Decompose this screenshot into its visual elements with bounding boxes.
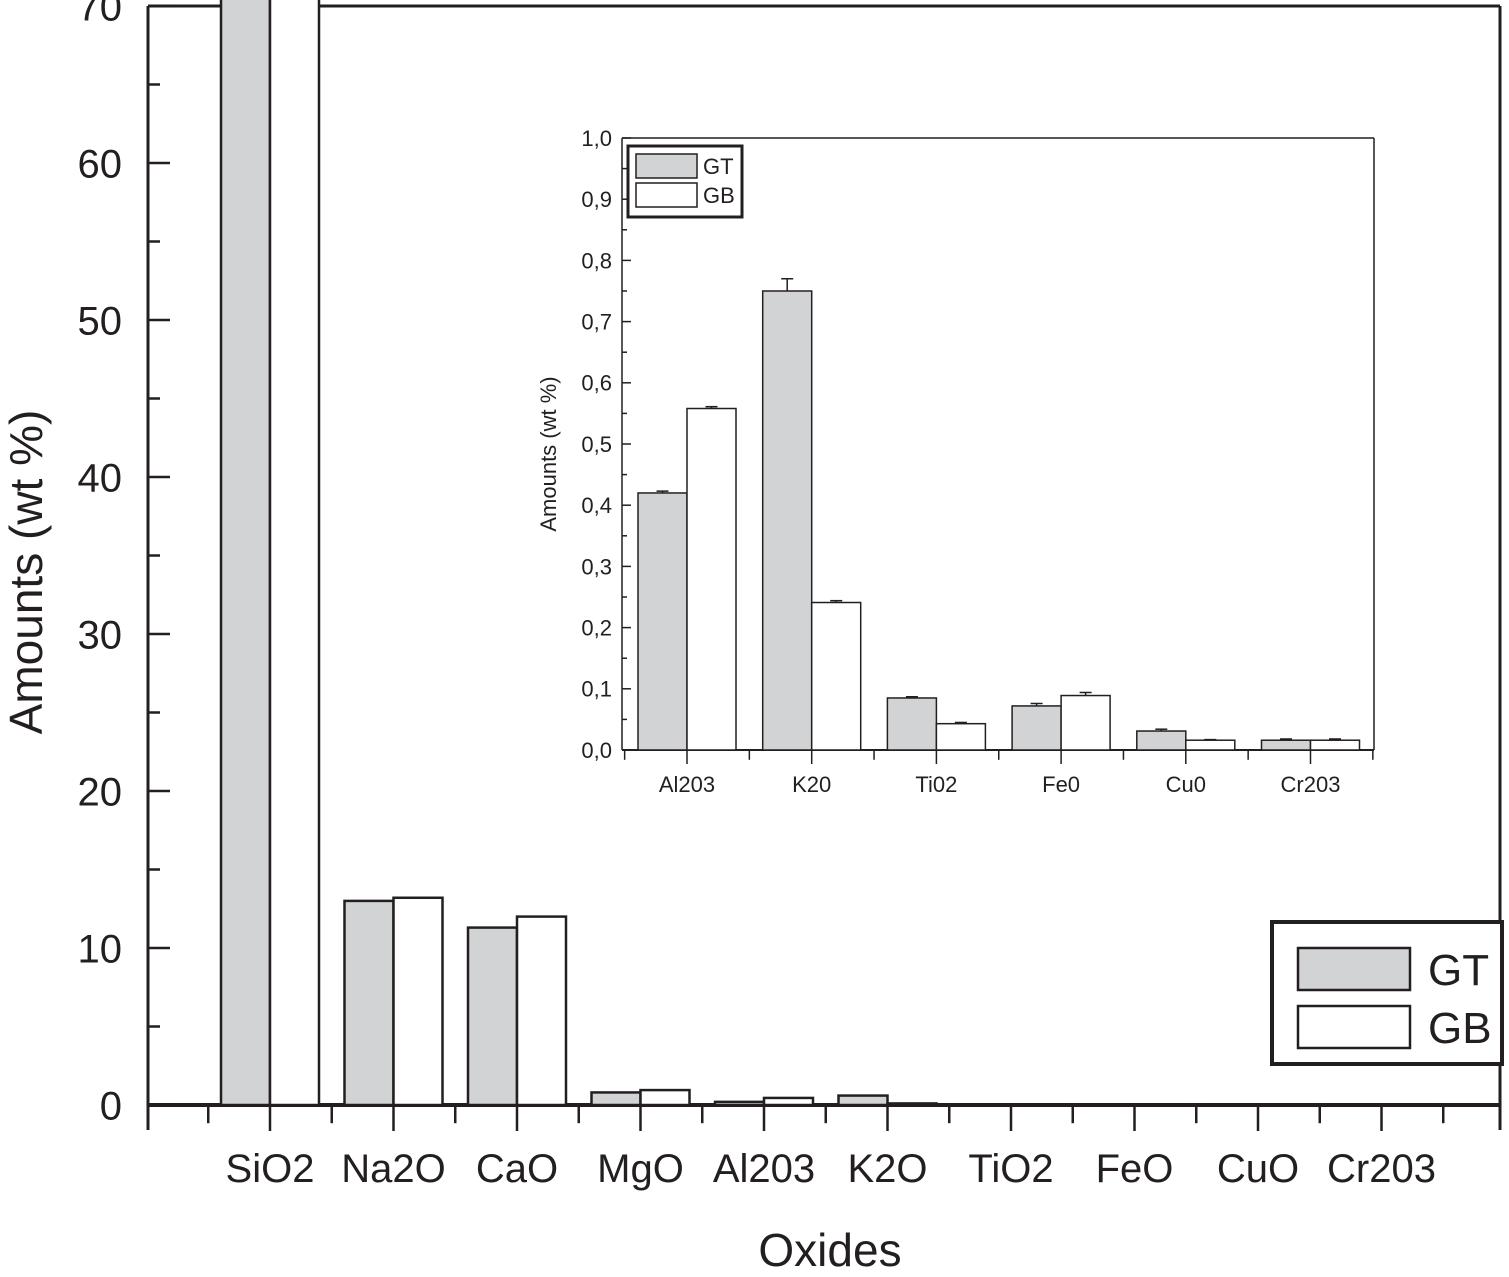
y-tick-label: 0,2	[581, 616, 612, 641]
bar-gb	[686, 407, 737, 751]
y-tick-label: 30	[78, 613, 123, 657]
y-tick-label: 60	[78, 142, 123, 186]
x-tick-label: Ti02	[915, 772, 957, 797]
x-tick-label: Al203	[713, 1147, 815, 1191]
bar-gb	[1133, 1103, 1185, 1107]
bar-gt	[637, 492, 688, 751]
x-tick-label: FeO	[1096, 1147, 1174, 1191]
y-tick-label: 0,9	[581, 187, 612, 212]
x-tick-label: Al203	[659, 772, 715, 797]
x-tick-label: Fe0	[1042, 772, 1080, 797]
bar-gt	[713, 1100, 766, 1107]
bar-gt	[1260, 739, 1312, 751]
inset-plot: 0,0 0,1 0,2 0,3 0,4 0,5 0,6 0,7 0,8 0,9 1,0 Al203 K2…	[536, 126, 1375, 797]
x-tick-label: MgO	[597, 1147, 684, 1191]
bar-gb	[268, 0, 321, 1107]
y-tick-label: 0,3	[581, 554, 612, 579]
bar-gb	[762, 1096, 815, 1107]
x-tick-label: TiO2	[968, 1147, 1053, 1191]
bar-gb	[1256, 1103, 1309, 1107]
bar-gt	[466, 926, 519, 1107]
y-axis-title: Amounts (wt %)	[0, 410, 52, 735]
y-tick-label: 1,0	[581, 126, 612, 151]
legend-swatch-gb	[635, 182, 698, 208]
bar-gb	[886, 1102, 938, 1107]
bar-gt	[1207, 1103, 1260, 1107]
x-tick-label: Cr203	[1281, 772, 1341, 797]
x-tick-label: K2O	[847, 1147, 927, 1191]
y-axis-title: Amounts (wt %)	[536, 376, 561, 531]
bar-gt	[1331, 1103, 1383, 1107]
y-tick-label: 20	[78, 770, 123, 814]
bar-gt	[1084, 1103, 1136, 1107]
bar-gb	[392, 896, 444, 1107]
y-tick-label: 50	[78, 299, 123, 343]
bar-gb	[1309, 739, 1361, 751]
bar-gb	[639, 1088, 691, 1107]
y-tick-label: 0,1	[581, 677, 612, 702]
y-tick-label: 0,8	[581, 248, 612, 273]
y-tick-label: 0,5	[581, 432, 612, 457]
x-tick-label: Na2O	[341, 1147, 446, 1191]
x-tick-label: SiO2	[226, 1147, 315, 1191]
bar-gb	[935, 722, 987, 751]
bar-gt	[837, 1094, 889, 1107]
x-tick-label: Cu0	[1166, 772, 1206, 797]
y-tick-label: 0,7	[581, 310, 612, 335]
x-tick-label: K20	[792, 772, 831, 797]
bar-gt	[886, 697, 938, 751]
bar-gb	[1185, 739, 1236, 751]
bar-gt	[1011, 705, 1062, 751]
bar-gb	[1380, 1103, 1432, 1107]
legend-swatch-gt	[1296, 946, 1412, 992]
x-tick-label: CuO	[1217, 1147, 1299, 1191]
legend-label: GB	[1428, 1004, 1492, 1053]
y-tick-label: 10	[78, 927, 123, 971]
x-tick-label: CaO	[476, 1147, 558, 1191]
bar-gb	[1060, 694, 1111, 751]
y-tick-label: 0,4	[581, 493, 612, 518]
legend-label: GT	[703, 154, 734, 179]
bar-gt	[1136, 730, 1187, 751]
legend-swatch-gb	[1296, 1004, 1412, 1050]
x-tick-label: Cr203	[1327, 1147, 1436, 1191]
x-axis-title: Oxides	[758, 1224, 901, 1276]
legend-label: GB	[703, 183, 735, 208]
bar-gb	[810, 601, 862, 751]
y-tick-label: 0,0	[581, 738, 612, 763]
bar-gt	[219, 0, 272, 1107]
bar-gb	[1009, 1103, 1062, 1107]
y-tick-label: 70	[78, 0, 123, 29]
bar-gt	[343, 899, 395, 1107]
bar-gt	[960, 1103, 1013, 1107]
y-tick-label: 40	[78, 456, 123, 500]
y-tick-label: 0,6	[581, 371, 612, 396]
legend-label: GT	[1428, 946, 1489, 995]
legend-swatch-gt	[635, 153, 698, 179]
bar-gb	[515, 915, 568, 1107]
bar-gt	[761, 290, 813, 751]
y-tick-label: 0	[100, 1084, 122, 1128]
bar-gt	[590, 1091, 642, 1107]
